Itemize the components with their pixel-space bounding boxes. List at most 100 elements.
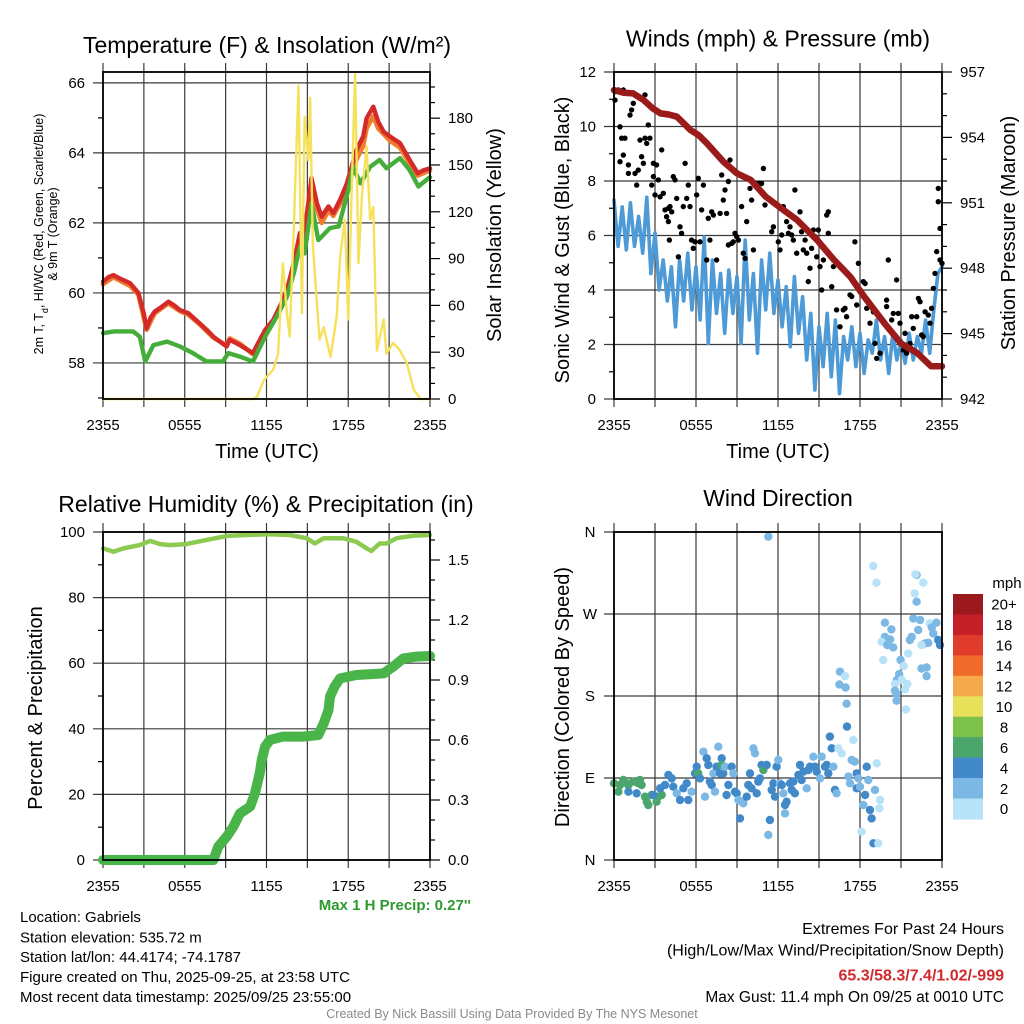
wind-direction-point (765, 815, 775, 825)
wind-direction-point (924, 638, 933, 647)
station-elevation: Station elevation: 535.72 m (20, 930, 202, 947)
gust-point (722, 187, 728, 193)
wind-direction-point (755, 774, 765, 783)
x-tick-label: 0555 (679, 417, 712, 434)
gust-point (770, 224, 777, 230)
legend-label: 2 (1000, 781, 1008, 798)
pressure-line (610, 86, 946, 370)
gust-point (634, 182, 640, 188)
wind-direction-point (720, 762, 730, 771)
gust-point (787, 224, 793, 230)
gust-point (685, 182, 691, 188)
wind-direction-point (669, 782, 678, 791)
most-recent-data-timestamp: Most recent data timestamp: 2025/09/25 2… (20, 989, 351, 1006)
y-right-tick-label: 0.3 (448, 792, 469, 809)
gust-point (695, 175, 701, 181)
legend-swatch (953, 634, 983, 656)
x-tick-label: 2355 (925, 417, 958, 434)
gust-point (820, 257, 827, 263)
wind-direction-point (624, 787, 633, 796)
y-left-tick-label: N (585, 524, 596, 541)
gust-point (617, 124, 623, 130)
extremes-legend: (High/Low/Max Wind/Precipitation/Snow De… (667, 943, 1004, 960)
y-right-tick-label: 942 (960, 391, 985, 408)
temperature-left-axis-label-line2: & 9m T (Orange) (46, 187, 60, 280)
winds-chart-title: Winds (mph) & Pressure (mb) (626, 26, 930, 52)
legend-label: 8 (1000, 719, 1008, 736)
wind-direction-point (860, 790, 870, 800)
wind-direction-point (789, 777, 798, 786)
wind-direction-point (889, 643, 898, 652)
humidity-plot-frame (102, 531, 431, 861)
y-left-tick-label: E (585, 770, 595, 787)
y-right-tick-label: 945 (960, 326, 985, 343)
wind-direction-point (909, 614, 918, 623)
gust-point (817, 263, 823, 270)
direction-left-axis-label: Direction (Colored By Speed) (552, 567, 574, 827)
credit-line: Created By Nick Bassill Using Data Provi… (326, 1007, 698, 1021)
station-latlon: Station lat/lon: 44.4174; -74.1787 (20, 949, 241, 966)
legend-label: 6 (1000, 740, 1008, 757)
wind-direction-point (875, 804, 884, 813)
gust-point (625, 162, 632, 168)
wind-direction-point (912, 597, 921, 606)
wind-direction-point (735, 814, 745, 823)
gust-point (738, 203, 745, 210)
winds-x-axis-label: Time (UTC) (726, 441, 830, 463)
legend-label: 0 (1000, 801, 1008, 818)
precip-line (98, 651, 435, 865)
gust-point (872, 340, 878, 347)
wind-direction-point (815, 774, 825, 783)
gust-point (775, 239, 781, 245)
wind-direction-point (667, 774, 676, 783)
y-right-tick-label: 957 (960, 64, 985, 81)
gust-point (814, 254, 820, 260)
gust-point (874, 355, 880, 362)
gust-point (805, 278, 811, 285)
gust-point (735, 237, 742, 243)
wind-direction-point (719, 769, 728, 778)
y-left-tick-label: 4 (588, 282, 596, 299)
legend-swatch (953, 594, 983, 616)
temperature-chart-title: Temperature (F) & Insolation (W/m²) (83, 32, 451, 58)
gust-point (680, 203, 686, 210)
humidity-chart-title: Relative Humidity (%) & Precipitation (i… (58, 491, 473, 517)
winds-left-axis-label: Sonic Wind & Gust (Blue, Black) (552, 97, 574, 384)
wind-direction-point (774, 755, 783, 765)
y-left-tick-label: N (585, 852, 596, 869)
legend-swatch (953, 696, 983, 718)
temperature-left-axis-label-part: , HI/WC (Red, Green, Scarlet/Blue) (32, 114, 46, 309)
gust-point (849, 293, 855, 300)
gust-point (720, 197, 726, 203)
gust-point (628, 107, 635, 113)
legend-label: 10 (996, 699, 1013, 716)
figure-created-time: Figure created on Thu, 2025-09-25, at 23… (20, 969, 350, 986)
winds-chart: 2355 0555 1155 1755 235502468101294294594895… (579, 63, 985, 434)
gust-point (666, 237, 673, 243)
wind-direction-point (919, 578, 928, 587)
gust-point (630, 100, 636, 107)
y-right-tick-label: 60 (448, 297, 465, 314)
wind-direction-point (802, 784, 811, 793)
gust-point (762, 202, 768, 208)
wind-direction-point (739, 799, 748, 808)
gust-point (889, 317, 895, 323)
wind-direction-point (797, 775, 806, 785)
x-tick-label: 2355 (925, 878, 958, 895)
wind-direction-point (862, 762, 871, 771)
gust-point (617, 159, 623, 165)
rh-line (100, 532, 433, 554)
wind-direction-point (911, 570, 920, 579)
gust-point (704, 257, 710, 263)
wind-direction-point (672, 789, 681, 798)
wind-direction-point (750, 749, 760, 758)
gust-point (650, 173, 657, 180)
wind-direction-point (844, 772, 853, 781)
humidity-chart: 2355 0555 1155 1755 23550204060801000.00.30.… (60, 523, 469, 895)
y-right-tick-label: 0 (448, 391, 456, 408)
legend-swatch (953, 716, 983, 738)
gust-point (674, 195, 680, 202)
winds-plot-frame (613, 71, 943, 400)
gust-point (758, 180, 765, 187)
gust-point (829, 284, 835, 290)
